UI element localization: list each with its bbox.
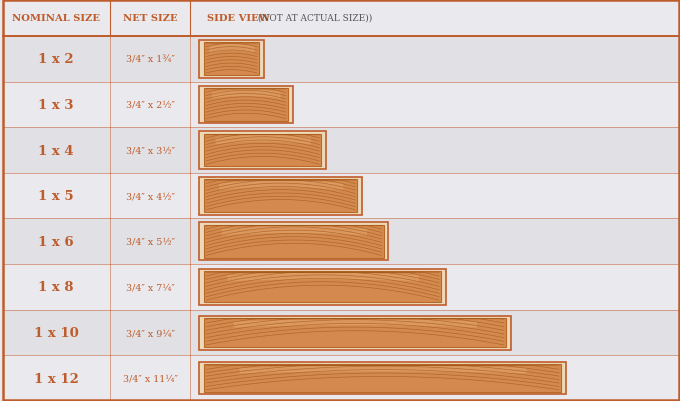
Bar <box>3 355 679 401</box>
Bar <box>3 310 679 355</box>
Bar <box>199 223 388 261</box>
Text: 1 x 3: 1 x 3 <box>38 99 74 111</box>
Text: NET SIZE: NET SIZE <box>123 14 177 23</box>
Text: (NOT AT ACTUAL SIZE)): (NOT AT ACTUAL SIZE)) <box>256 14 373 23</box>
Text: 3/4″ x 4½″: 3/4″ x 4½″ <box>126 192 175 200</box>
Bar <box>204 225 384 258</box>
Text: 3/4″ x 2½″: 3/4″ x 2½″ <box>126 101 175 109</box>
Text: SIDE VIEW: SIDE VIEW <box>207 14 270 23</box>
Bar <box>199 41 264 79</box>
Bar <box>199 132 326 170</box>
Bar <box>199 86 292 124</box>
Bar <box>204 180 358 213</box>
Text: 3/4″ x 9¼″: 3/4″ x 9¼″ <box>126 328 175 337</box>
Bar <box>204 272 441 303</box>
Bar <box>199 362 566 394</box>
Text: 3/4″ x 1¾″: 3/4″ x 1¾″ <box>126 55 175 64</box>
Bar <box>3 37 679 83</box>
Text: 1 x 2: 1 x 2 <box>38 53 74 66</box>
Bar <box>3 219 679 265</box>
Text: 3/4″ x 7¼″: 3/4″ x 7¼″ <box>126 283 175 292</box>
Bar <box>204 318 506 347</box>
Bar <box>199 316 511 350</box>
Text: NOMINAL SIZE: NOMINAL SIZE <box>12 14 100 23</box>
Bar <box>199 177 362 215</box>
Bar <box>3 265 679 310</box>
Text: 1 x 6: 1 x 6 <box>38 235 74 248</box>
Text: 3/4″ x 3½″: 3/4″ x 3½″ <box>126 146 175 155</box>
Bar <box>3 173 679 219</box>
Text: 3/4″ x 5½″: 3/4″ x 5½″ <box>126 237 175 246</box>
Text: 1 x 8: 1 x 8 <box>38 281 74 294</box>
Bar <box>3 128 679 173</box>
Text: 1 x 10: 1 x 10 <box>34 326 78 339</box>
Text: 1 x 5: 1 x 5 <box>38 190 74 203</box>
Text: 3/4″ x 11¼″: 3/4″ x 11¼″ <box>123 374 177 383</box>
Bar <box>204 365 561 392</box>
Bar <box>199 269 446 305</box>
Text: 1 x 4: 1 x 4 <box>38 144 74 157</box>
Bar <box>204 89 288 122</box>
Bar <box>204 134 322 167</box>
Bar <box>3 82 679 128</box>
Text: 1 x 12: 1 x 12 <box>33 372 78 385</box>
Bar <box>204 43 259 76</box>
